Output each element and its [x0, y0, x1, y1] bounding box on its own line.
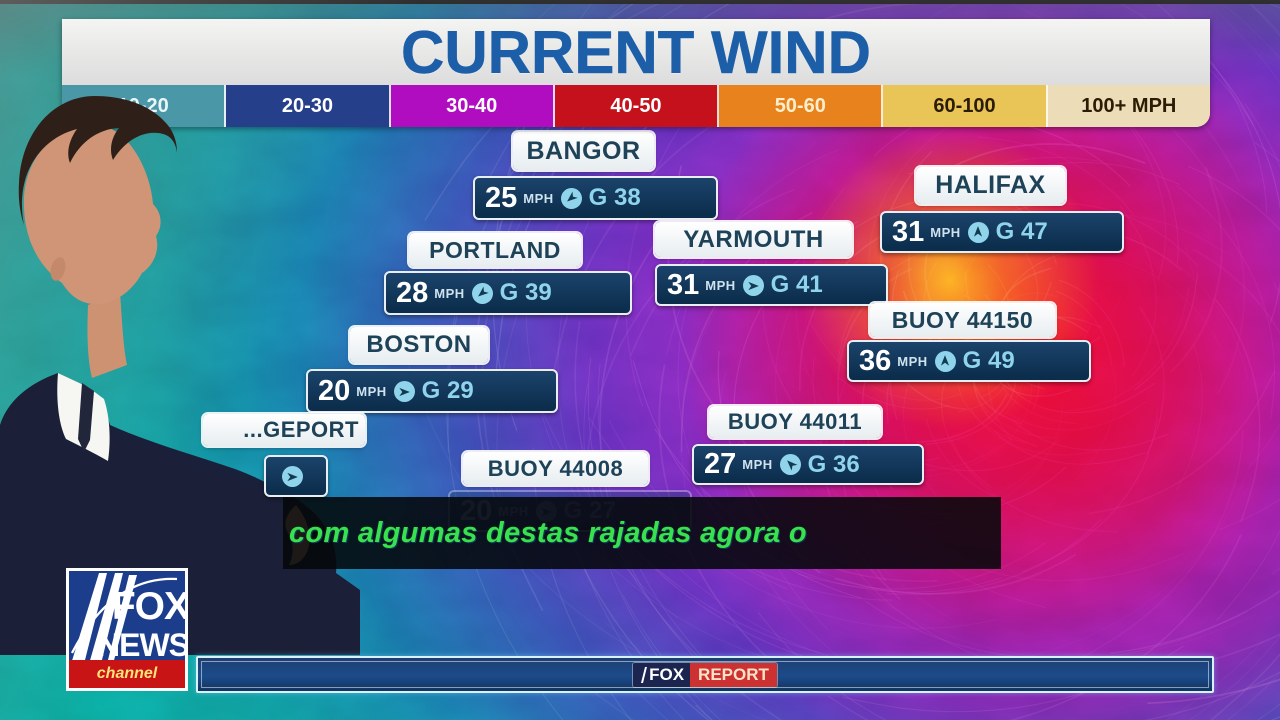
- svg-text:FOX: FOX: [112, 585, 188, 628]
- svg-text:NEWS: NEWS: [97, 627, 188, 663]
